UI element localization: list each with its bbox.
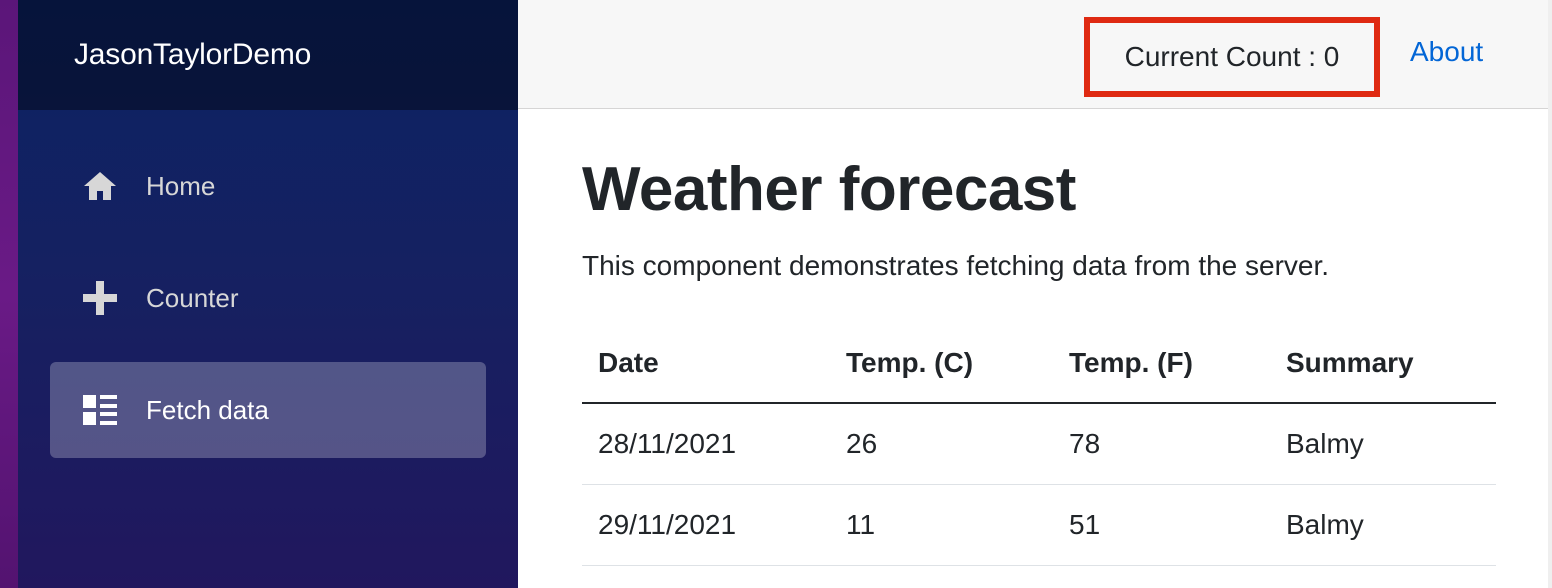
about-link[interactable]: About: [1410, 36, 1484, 67]
sidebar-item-counter[interactable]: Counter: [50, 250, 486, 346]
current-count-label: Current Count : 0: [1124, 41, 1340, 72]
sidebar-item-fetch-data[interactable]: Fetch data: [50, 362, 486, 458]
sidebar-item-home[interactable]: Home: [50, 138, 486, 234]
column-header-temp-f: Temp. (F): [1053, 324, 1270, 404]
cell-temp-f: 51: [1053, 484, 1270, 566]
column-header-summary: Summary: [1270, 324, 1496, 404]
list-rich-icon: [80, 390, 120, 430]
brand-link[interactable]: JasonTaylorDemo: [74, 38, 312, 71]
sidebar-item-label: Home: [146, 170, 216, 201]
table-header-row: Date Temp. (C) Temp. (F) Summary: [582, 324, 1496, 404]
page-intro: This component demonstrates fetching dat…: [582, 250, 1330, 281]
sidebar-item-label: Counter: [146, 282, 239, 313]
home-icon: [80, 166, 120, 206]
forecast-table: Date Temp. (C) Temp. (F) Summary 28/11/2…: [582, 324, 1496, 566]
cell-temp-f: 78: [1053, 403, 1270, 485]
window-divider: [1548, 0, 1552, 588]
brand-bar: JasonTaylorDemo: [18, 0, 518, 110]
main-content: Weather forecast This component demonstr…: [582, 108, 1496, 566]
cell-date: 29/11/2021: [582, 484, 830, 566]
sidebar: JasonTaylorDemo Home Counter: [18, 0, 518, 588]
nav-menu: Home Counter Fet: [50, 138, 486, 474]
column-header-temp-c: Temp. (C): [830, 324, 1053, 404]
page-title: Weather forecast: [582, 155, 1076, 224]
table-row: 29/11/2021 11 51 Balmy: [582, 484, 1496, 566]
column-header-date: Date: [582, 324, 830, 404]
sidebar-item-label: Fetch data: [146, 394, 269, 425]
window-edge: [0, 0, 18, 588]
cell-temp-c: 26: [830, 403, 1053, 485]
cell-summary: Balmy: [1270, 484, 1496, 566]
cell-date: 28/11/2021: [582, 403, 830, 485]
cell-temp-c: 11: [830, 484, 1053, 566]
table-row: 28/11/2021 26 78 Balmy: [582, 403, 1496, 485]
plus-icon: [80, 278, 120, 318]
cell-summary: Balmy: [1270, 403, 1496, 485]
top-bar: Current Count : 0 About: [518, 0, 1552, 109]
current-count-display: Current Count : 0: [1084, 17, 1380, 97]
